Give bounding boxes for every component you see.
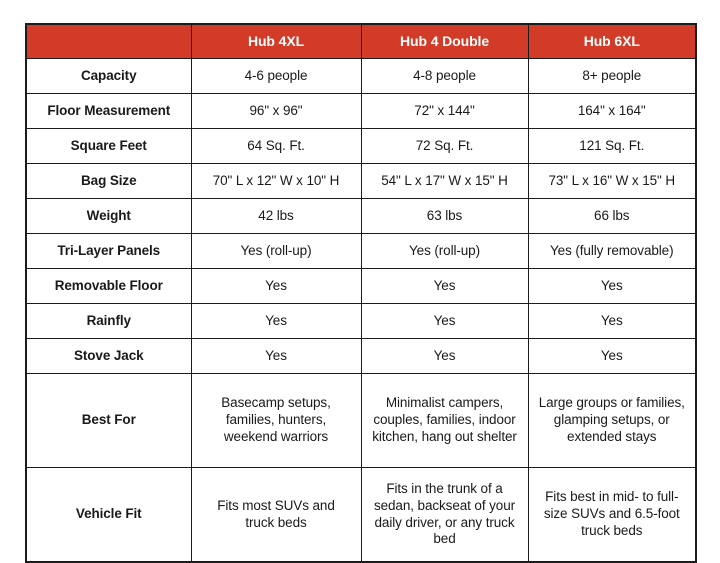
spec-value-cell: Yes [360, 303, 529, 339]
spec-value-cell: Yes (roll-up) [190, 233, 362, 269]
spec-value-cell: 72 Sq. Ft. [360, 128, 529, 164]
spec-comparison-table: Hub 4XL Hub 4 Double Hub 6XL Capacity 4-… [25, 23, 697, 563]
column-header-blank [25, 23, 192, 59]
row-label: Rainfly [25, 303, 192, 339]
spec-value-cell: Basecamp setups, families, hunters, week… [190, 373, 362, 468]
spec-value-cell: Large groups or families, glamping setup… [527, 373, 697, 468]
spec-value-cell: 73" L x 16" W x 15" H [527, 163, 697, 199]
spec-value-cell: Minimalist campers, couples, families, i… [360, 373, 529, 468]
spec-value-cell: 54" L x 17" W x 15" H [360, 163, 529, 199]
spec-value-cell: 164" x 164" [527, 93, 697, 129]
table-row-floor-measurement: Floor Measurement 96" x 96" 72" x 144" 1… [25, 93, 697, 129]
row-label: Stove Jack [25, 338, 192, 374]
table-row-best-for: Best For Basecamp setups, families, hunt… [25, 373, 697, 468]
spec-value-cell: 66 lbs [527, 198, 697, 234]
spec-value-cell: Yes [527, 303, 697, 339]
spec-comparison-table-wrap: Hub 4XL Hub 4 Double Hub 6XL Capacity 4-… [25, 23, 697, 563]
spec-value-cell: 8+ people [527, 58, 697, 94]
row-label: Weight [25, 198, 192, 234]
spec-value-cell: Yes (roll-up) [360, 233, 529, 269]
spec-value-cell: 70" L x 12" W x 10" H [190, 163, 362, 199]
spec-value-cell: Yes [527, 268, 697, 304]
spec-value-cell: Fits in the trunk of a sedan, backseat o… [360, 467, 529, 563]
row-label: Floor Measurement [25, 93, 192, 129]
spec-value-cell: 96" x 96" [190, 93, 362, 129]
spec-value-cell: Yes [190, 303, 362, 339]
table-row-capacity: Capacity 4-6 people 4-8 people 8+ people [25, 58, 697, 94]
column-header-hub-4xl: Hub 4XL [190, 23, 362, 59]
row-label: Tri-Layer Panels [25, 233, 192, 269]
table-row-bag-size: Bag Size 70" L x 12" W x 10" H 54" L x 1… [25, 163, 697, 199]
table-row-rainfly: Rainfly Yes Yes Yes [25, 303, 697, 339]
spec-value-cell: 4-6 people [190, 58, 362, 94]
table-row-tri-layer-panels: Tri-Layer Panels Yes (roll-up) Yes (roll… [25, 233, 697, 269]
spec-value-cell: 4-8 people [360, 58, 529, 94]
header-row: Hub 4XL Hub 4 Double Hub 6XL [25, 23, 697, 59]
column-header-hub-6xl: Hub 6XL [527, 23, 697, 59]
spec-value-cell: Yes [190, 268, 362, 304]
spec-value-cell: Fits best in mid- to full-size SUVs and … [527, 467, 697, 563]
row-label: Square Feet [25, 128, 192, 164]
row-label: Removable Floor [25, 268, 192, 304]
table-row-weight: Weight 42 lbs 63 lbs 66 lbs [25, 198, 697, 234]
row-label: Capacity [25, 58, 192, 94]
spec-value-cell: Yes [360, 268, 529, 304]
row-label: Bag Size [25, 163, 192, 199]
spec-value-cell: 121 Sq. Ft. [527, 128, 697, 164]
spec-value-cell: Yes [360, 338, 529, 374]
spec-value-cell: Yes [190, 338, 362, 374]
row-label: Vehicle Fit [25, 467, 192, 563]
spec-value-cell: 42 lbs [190, 198, 362, 234]
spec-value-cell: Fits most SUVs and truck beds [190, 467, 362, 563]
spec-value-cell: Yes (fully removable) [527, 233, 697, 269]
spec-value-cell: Yes [527, 338, 697, 374]
table-row-removable-floor: Removable Floor Yes Yes Yes [25, 268, 697, 304]
column-header-hub-4-double: Hub 4 Double [360, 23, 529, 59]
spec-value-cell: 64 Sq. Ft. [190, 128, 362, 164]
spec-value-cell: 63 lbs [360, 198, 529, 234]
row-label: Best For [25, 373, 192, 468]
table-row-vehicle-fit: Vehicle Fit Fits most SUVs and truck bed… [25, 467, 697, 563]
table-row-square-feet: Square Feet 64 Sq. Ft. 72 Sq. Ft. 121 Sq… [25, 128, 697, 164]
spec-value-cell: 72" x 144" [360, 93, 529, 129]
table-row-stove-jack: Stove Jack Yes Yes Yes [25, 338, 697, 374]
